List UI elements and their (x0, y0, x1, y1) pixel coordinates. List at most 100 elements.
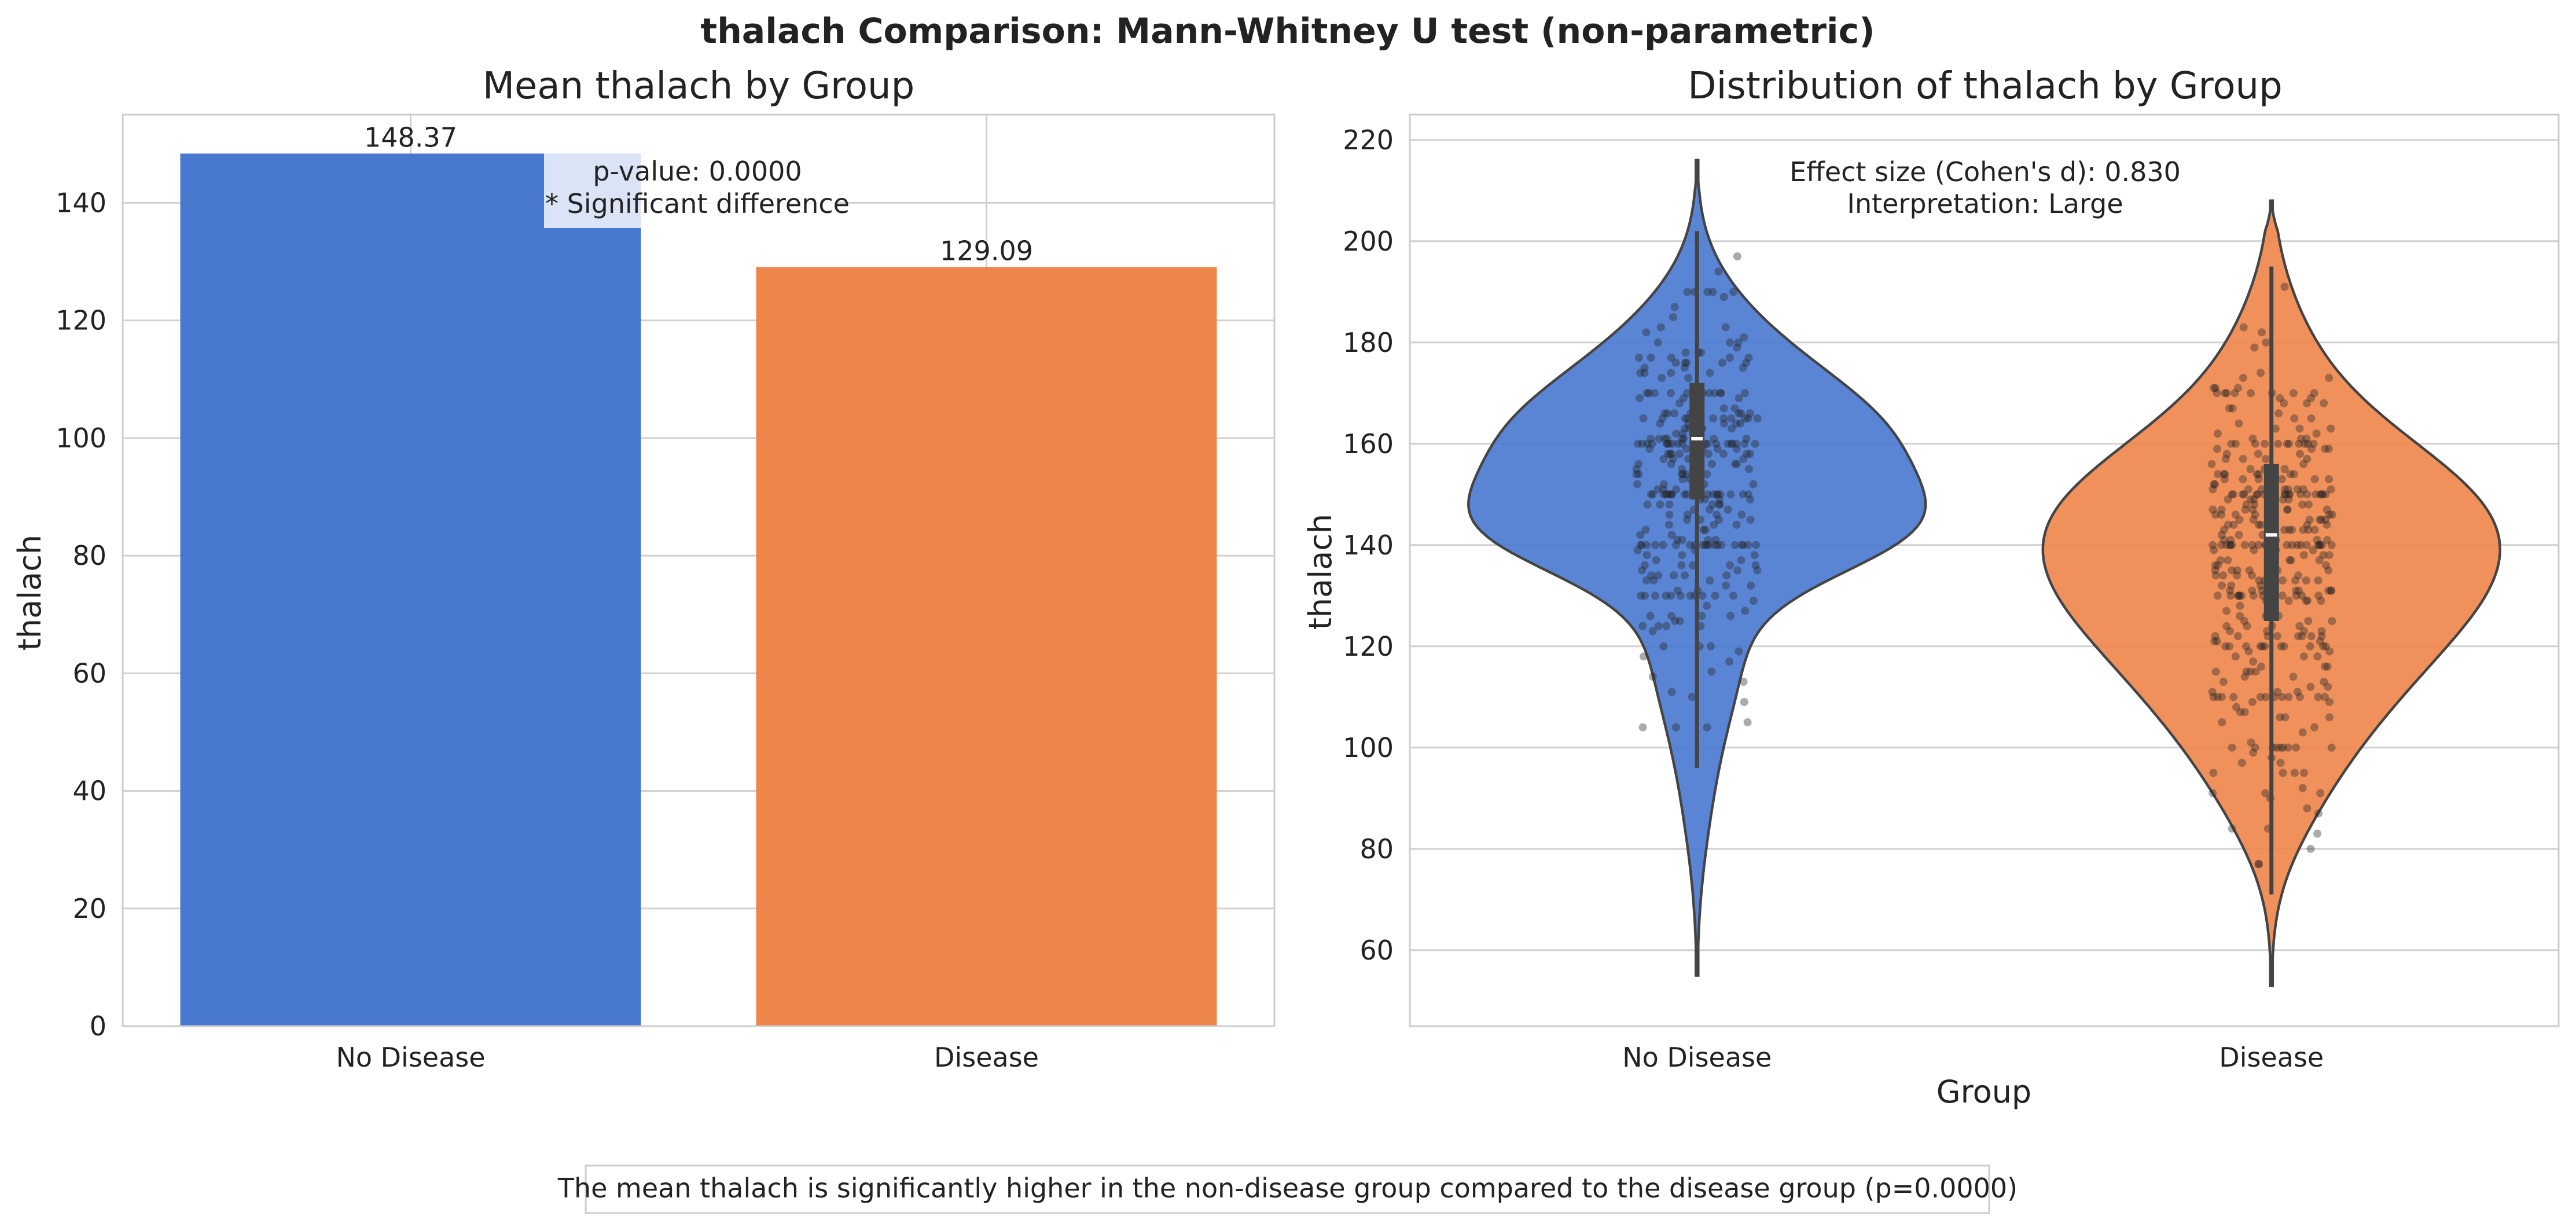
data-point (1636, 369, 1645, 377)
data-point (2298, 728, 2307, 737)
data-point (1717, 389, 1725, 398)
data-point (1730, 404, 1739, 413)
data-point (2228, 566, 2236, 575)
data-point (2246, 495, 2255, 504)
data-point (2210, 384, 2218, 392)
data-point (1686, 541, 1695, 549)
footnote: The mean thalach is significantly higher… (557, 1164, 2018, 1214)
data-point (2285, 490, 2294, 499)
data-point (2277, 642, 2285, 651)
data-point (2250, 546, 2258, 554)
data-point (2303, 804, 2312, 813)
data-point (1639, 652, 1648, 661)
data-point (2226, 586, 2235, 595)
data-point (2325, 510, 2334, 519)
data-point (1726, 612, 1735, 620)
data-point (2328, 510, 2336, 519)
data-point (2310, 389, 2318, 398)
data-point (2222, 541, 2230, 549)
data-point (1678, 551, 1686, 560)
data-point (1645, 389, 1653, 398)
data-point (1709, 490, 1718, 499)
data-point (2214, 561, 2222, 569)
data-point (2293, 485, 2302, 494)
data-point (2213, 591, 2222, 600)
data-point (2213, 693, 2222, 701)
data-point (2229, 693, 2238, 701)
data-point (2274, 409, 2283, 418)
data-point (2303, 520, 2312, 529)
data-point (2237, 759, 2246, 767)
data-point (1662, 490, 1670, 499)
data-point (1703, 288, 1712, 296)
data-point (2314, 541, 2323, 549)
data-point (2317, 632, 2326, 641)
data-point (2295, 622, 2304, 630)
data-point (2312, 490, 2320, 499)
violin-chart-xticks: No Disease Disease (1622, 1042, 2324, 1073)
data-point (2321, 490, 2330, 499)
data-point (2290, 769, 2299, 777)
data-point (2231, 510, 2240, 519)
data-point (1653, 485, 1662, 494)
data-point (1638, 439, 1647, 448)
iqr-box (2263, 464, 2279, 621)
data-point (1746, 409, 1754, 418)
data-point (2318, 490, 2327, 499)
data-point (1683, 389, 1692, 398)
data-point (2222, 622, 2231, 630)
data-point (1705, 541, 1714, 549)
data-point (1666, 450, 1674, 458)
data-point (2217, 541, 2225, 549)
data-point (2209, 693, 2218, 701)
data-point (2228, 541, 2236, 549)
data-point (1663, 439, 1671, 448)
data-point (2314, 693, 2323, 701)
data-point (2221, 470, 2229, 479)
data-point (2234, 384, 2242, 392)
data-point (1751, 439, 1759, 448)
data-point (1667, 531, 1676, 539)
data-point (1735, 394, 1743, 402)
data-point (2280, 282, 2289, 291)
data-point (1729, 591, 1737, 600)
data-point (1741, 607, 1750, 615)
data-point (2303, 439, 2312, 448)
data-point (1741, 358, 1750, 367)
data-point (2315, 556, 2324, 564)
data-point (2316, 789, 2325, 798)
data-point (1656, 323, 1665, 332)
data-point (1753, 566, 1762, 575)
data-point (2208, 541, 2217, 549)
data-point (2299, 460, 2308, 468)
data-point (2210, 637, 2219, 645)
data-point (1718, 358, 1726, 367)
data-point (2309, 546, 2317, 554)
bar-chart-xticks: No Disease Disease (336, 1042, 1039, 1073)
data-point (2224, 520, 2232, 529)
data-point (2254, 450, 2262, 458)
data-point (2229, 490, 2237, 499)
data-point (2279, 495, 2287, 504)
data-point (2280, 485, 2289, 494)
data-point (1713, 490, 1721, 499)
data-point (2320, 678, 2328, 686)
data-point (1672, 429, 1680, 438)
data-point (2293, 541, 2302, 549)
data-point (2240, 708, 2249, 716)
p-value-text: p-value: 0.0000 (593, 156, 802, 187)
data-point (2243, 622, 2251, 630)
data-point (1681, 414, 1689, 422)
data-point (1705, 505, 1714, 514)
interpretation-text: Interpretation: Large (1847, 188, 2123, 219)
data-point (1684, 510, 1692, 519)
data-point (2207, 460, 2216, 468)
data-point (1671, 541, 1680, 549)
data-point (1675, 617, 1684, 625)
data-point (1722, 581, 1730, 590)
data-point (1676, 591, 1685, 600)
data-point (1719, 404, 1728, 413)
data-point (2257, 662, 2265, 671)
data-point (1633, 439, 1642, 448)
data-point (1634, 470, 1643, 479)
